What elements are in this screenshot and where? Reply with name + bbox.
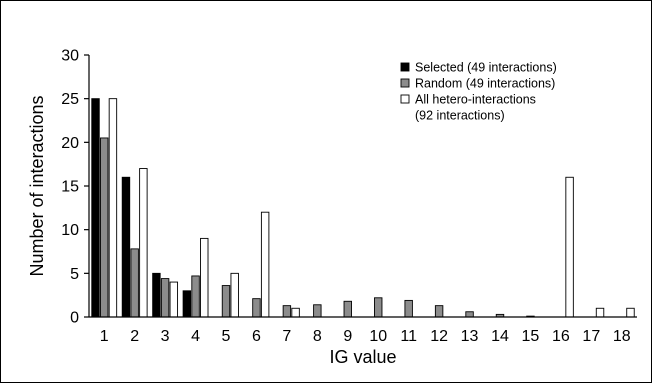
y-tick-label: 30: [61, 48, 79, 65]
y-tick-label: 5: [70, 266, 79, 283]
x-tick-label: 2: [130, 328, 139, 345]
bar-series-3-4: [200, 237, 209, 318]
bar-series-2-8: [313, 304, 322, 318]
x-tick-label: 12: [430, 328, 448, 345]
x-tick-label: 16: [552, 328, 570, 345]
bar-series-2-9: [343, 300, 352, 318]
legend-label-1: Selected (49 interactions): [415, 61, 557, 75]
y-axis-title: Number of interactions: [27, 95, 47, 276]
bar-series-3-18: [626, 307, 635, 318]
legend-swatch-1: [400, 62, 410, 72]
bar-series-2-4: [191, 275, 200, 318]
bar-series-2-6: [252, 298, 261, 318]
x-tick-label: 4: [191, 328, 200, 345]
legend-swatch-3: [400, 94, 410, 104]
legend-label-3: (92 interactions): [415, 109, 505, 123]
bar-series-1-1: [91, 98, 100, 318]
y-tick-label: 25: [61, 91, 79, 108]
bar-series-2-5: [221, 285, 231, 318]
x-tick-label: 11: [400, 328, 417, 345]
bar-series-2-2: [130, 248, 139, 318]
x-axis-title: IG value: [329, 347, 396, 367]
x-tick-label: 3: [161, 328, 170, 345]
bar-series-3-1: [108, 98, 118, 318]
bar-series-1-3: [152, 272, 161, 318]
bar-series-2-10: [374, 297, 383, 318]
y-tick-label: 10: [61, 222, 79, 239]
bar-series-1-2: [121, 176, 131, 318]
bar-series-2-1: [100, 137, 109, 318]
bar-series-2-11: [404, 299, 413, 318]
x-tick-label: 10: [369, 328, 387, 345]
legend-label-3: All hetero-interactions: [415, 93, 536, 107]
y-tick-label: 0: [70, 310, 79, 327]
x-tick-label: 17: [582, 328, 600, 345]
bar-series-3-5: [230, 272, 239, 318]
legend: Selected (49 interactions) Random (49 int…: [400, 61, 557, 123]
bar-series-2-3: [160, 278, 170, 318]
y-tick-label: 15: [61, 179, 79, 196]
bars-layer: [91, 98, 635, 318]
x-tick-label: 7: [282, 328, 291, 345]
bar-series-3-17: [595, 307, 605, 318]
legend-swatch-2: [400, 78, 410, 88]
x-tick-label: 1: [100, 328, 109, 345]
bar-series-3-16: [565, 176, 574, 318]
x-tick-label: 8: [313, 328, 322, 345]
bar-series-3-6: [260, 211, 270, 318]
x-tick-label: 5: [222, 328, 231, 345]
bar-series-2-12: [434, 305, 444, 318]
y-tick-label: 20: [61, 135, 79, 152]
bar-series-3-3: [169, 281, 179, 318]
x-tick-label: 14: [491, 328, 509, 345]
bar-series-2-13: [465, 311, 474, 318]
bar-series-3-2: [139, 168, 148, 318]
bar-series-3-7: [291, 307, 300, 318]
bar-series-2-7: [282, 305, 292, 318]
bar-series-1-4: [182, 290, 192, 318]
legend-label-2: Random (49 interactions): [415, 77, 555, 91]
x-tick-label: 9: [343, 328, 352, 345]
x-tick-label: 18: [613, 328, 631, 345]
x-tick-label: 13: [461, 328, 479, 345]
x-tick-label: 15: [522, 328, 540, 345]
x-tick-label: 6: [252, 328, 261, 345]
axes-layer: [88, 55, 637, 318]
